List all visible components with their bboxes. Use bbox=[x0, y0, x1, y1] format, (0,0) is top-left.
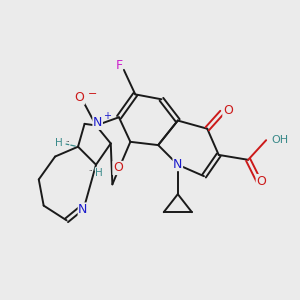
Text: H: H bbox=[55, 139, 62, 148]
Text: N: N bbox=[78, 203, 88, 216]
Text: OH: OH bbox=[271, 135, 288, 145]
Text: O: O bbox=[223, 104, 233, 117]
Text: F: F bbox=[116, 59, 122, 72]
Text: −: − bbox=[87, 89, 97, 99]
Text: N: N bbox=[173, 158, 182, 171]
Text: +: + bbox=[103, 111, 112, 121]
Text: N: N bbox=[93, 116, 102, 129]
Text: ..: .. bbox=[88, 166, 93, 172]
Text: ..: .. bbox=[65, 137, 70, 143]
Text: O: O bbox=[75, 91, 85, 104]
Text: O: O bbox=[113, 161, 123, 175]
Text: O: O bbox=[256, 175, 266, 188]
Text: H: H bbox=[95, 168, 103, 178]
